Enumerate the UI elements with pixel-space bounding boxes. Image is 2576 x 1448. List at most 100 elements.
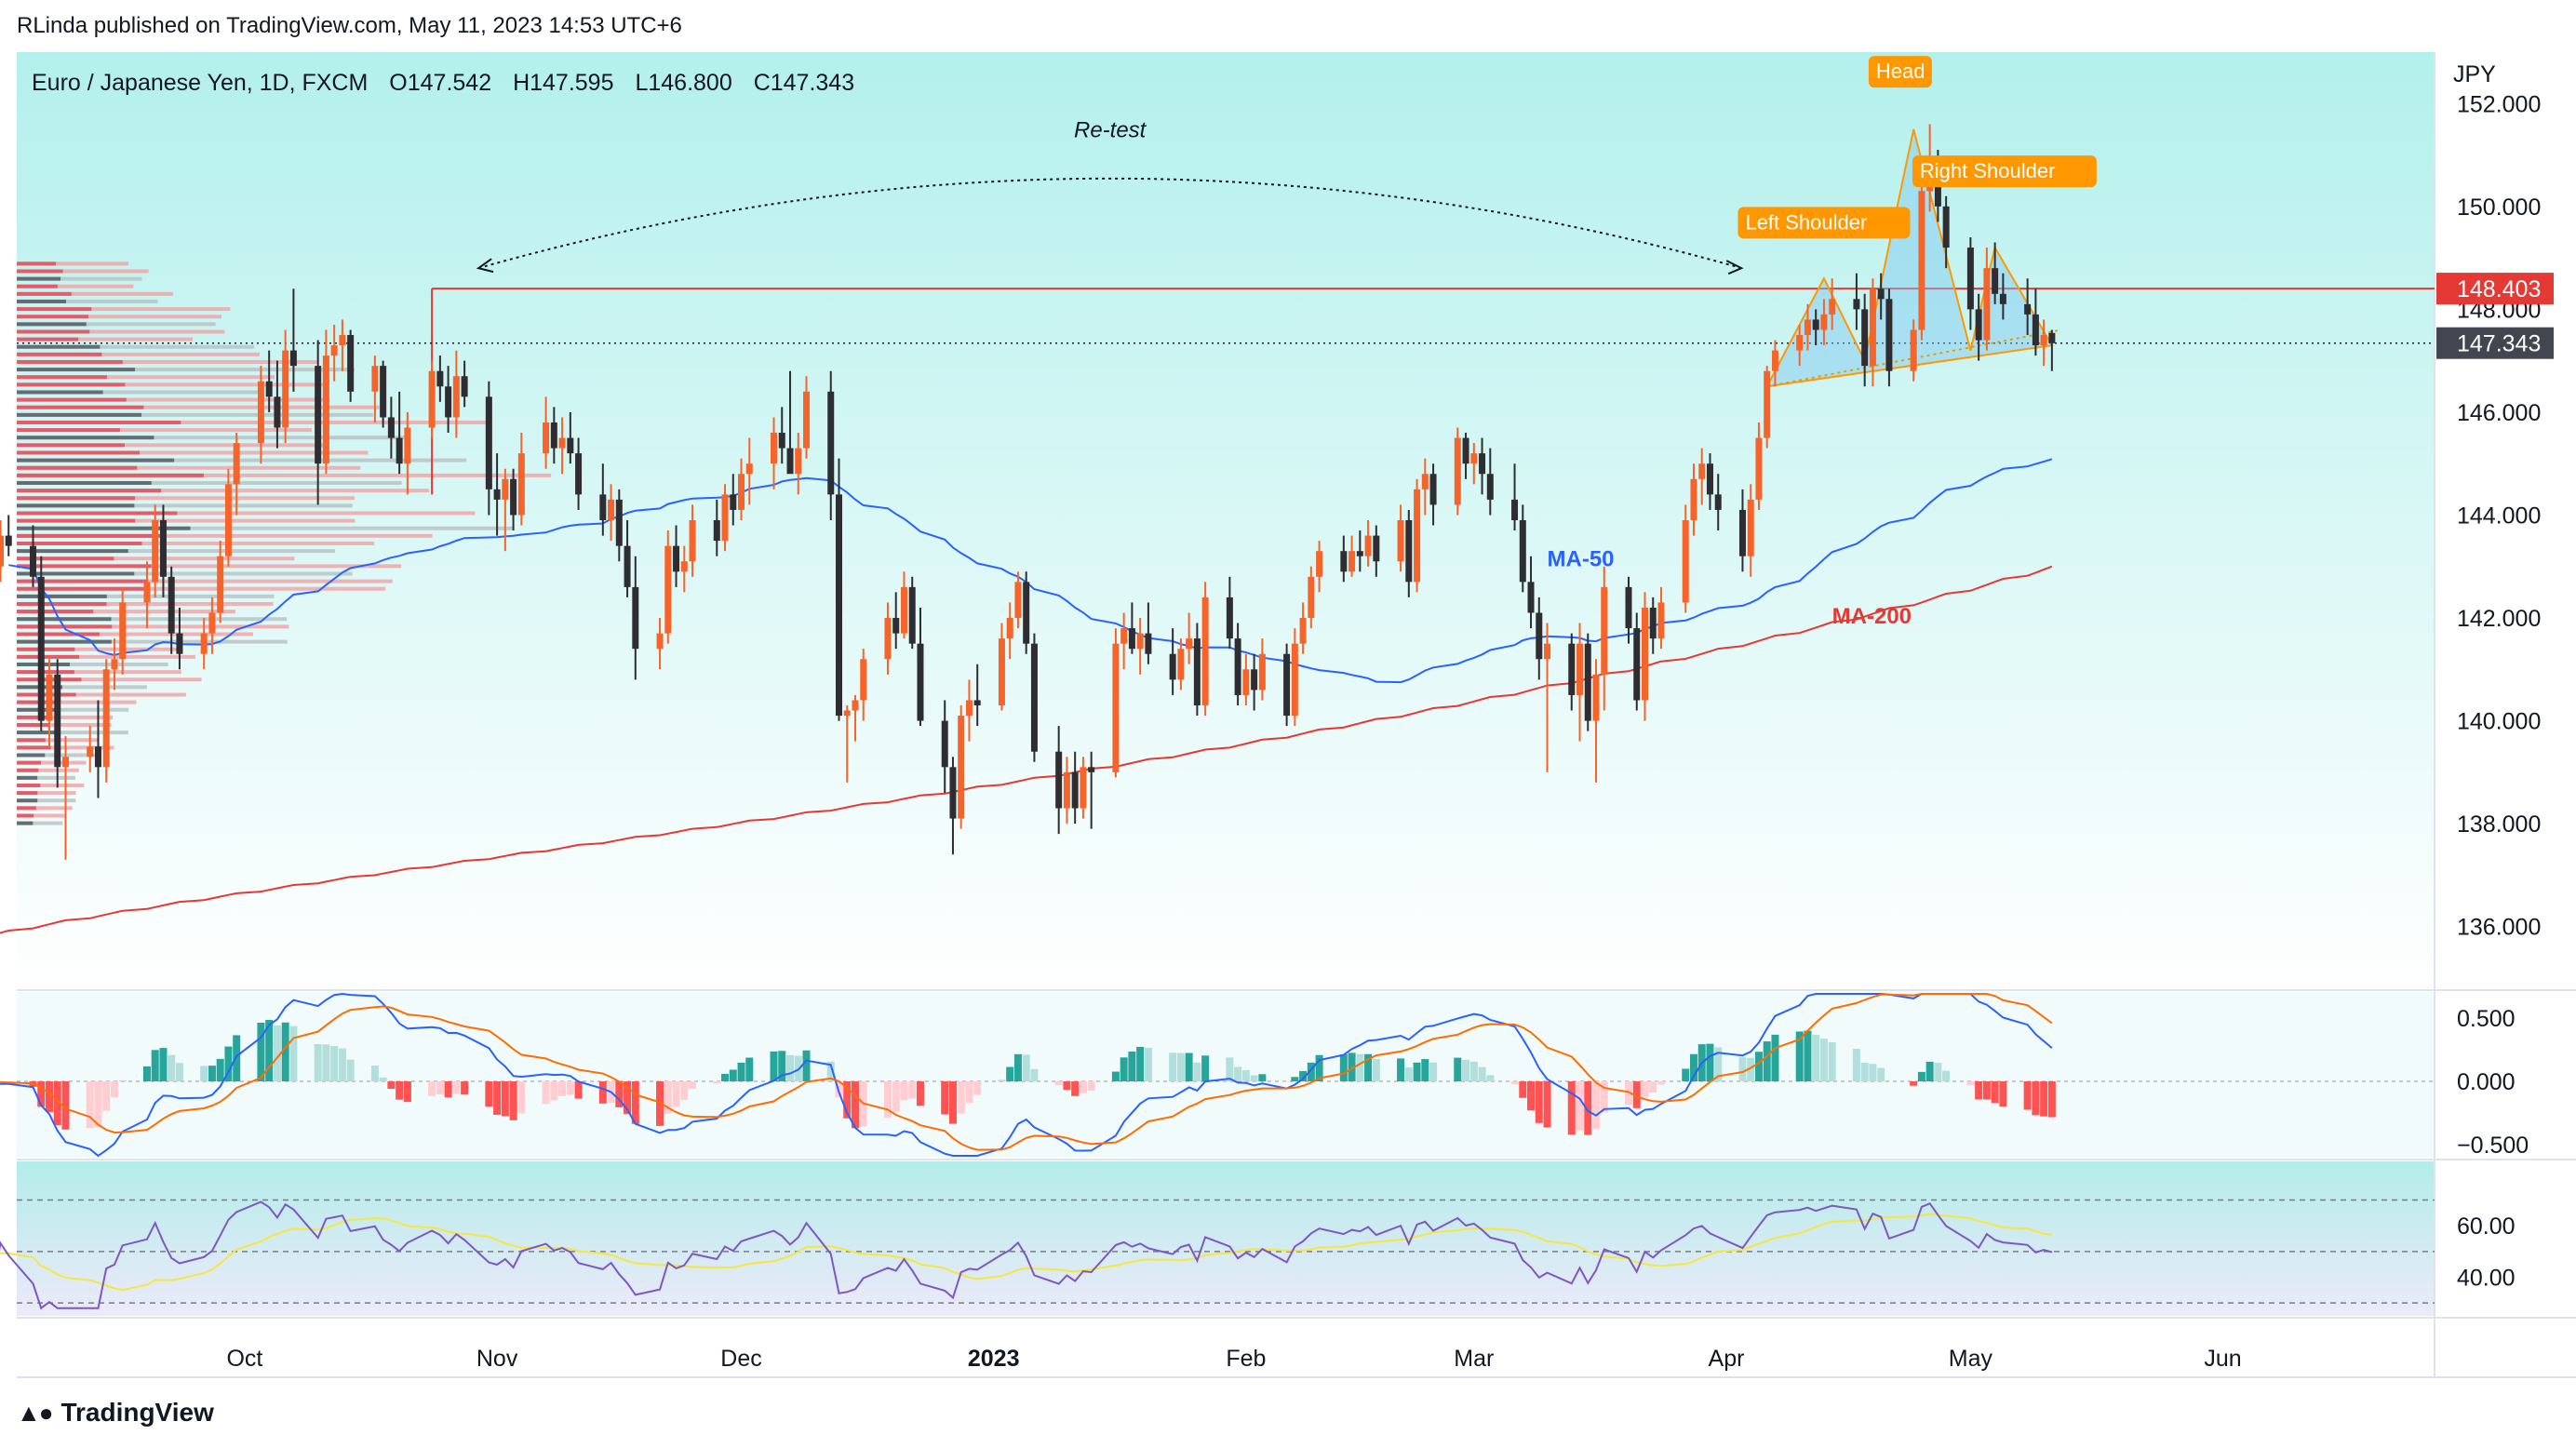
candle-body — [599, 494, 607, 520]
volume-profile-bar — [17, 670, 181, 675]
candle-body — [730, 494, 737, 510]
candle-body — [380, 366, 387, 418]
volume-profile-bar — [17, 329, 225, 334]
macd-histogram-bar — [729, 1069, 737, 1081]
candle-body — [1519, 520, 1526, 583]
volume-profile-bar-core — [17, 420, 181, 424]
macd-histogram-bar — [86, 1081, 94, 1129]
candle-body — [1625, 586, 1632, 629]
macd-histogram-bar — [624, 1081, 632, 1114]
candle-body — [2024, 303, 2032, 315]
candle-body — [1348, 551, 1356, 572]
tradingview-brand-text: TradingView — [60, 1398, 214, 1427]
candle-body — [1071, 771, 1079, 809]
macd-histogram-bar — [1869, 1064, 1877, 1081]
candle-body — [168, 576, 175, 634]
candle-body — [1975, 309, 1982, 341]
candle-body — [1112, 643, 1120, 772]
candle-body — [1536, 612, 1543, 660]
legend-close-label: C — [754, 70, 771, 96]
volume-profile-bar — [17, 533, 433, 538]
tradingview-brand[interactable]: ▲● TradingView — [17, 1398, 214, 1428]
macd-pane: 0.500 0.000 −0.500 — [0, 992, 2529, 1159]
volume-profile-bar — [17, 436, 409, 440]
candle-body — [265, 381, 273, 397]
candle-body — [1641, 607, 1648, 701]
macd-histogram-bar — [1226, 1057, 1234, 1081]
legend-low: 146.800 — [648, 70, 731, 96]
macd-line — [0, 992, 2053, 1158]
candle-body — [1747, 499, 1754, 556]
candle-body — [1193, 638, 1201, 705]
chart[interactable]: Euro / Japanese Yen, 1D, FXCM O147.542 H… — [0, 0, 2576, 1396]
macd-histogram-bar — [550, 1081, 558, 1101]
candle-body — [387, 417, 395, 438]
candle-body — [738, 474, 745, 510]
volume-profile-bar-core — [17, 359, 123, 364]
macd-tick-label: 0.500 — [2457, 1006, 2516, 1032]
candle-body — [1201, 597, 1209, 705]
macd-histogram-bar — [1454, 1057, 1462, 1081]
legend-low-label: L — [635, 70, 648, 96]
macd-histogram-bar — [1071, 1081, 1080, 1096]
publisher-line: RLinda published on TradingView.com, May… — [17, 13, 682, 38]
volume-profile-bar — [17, 428, 312, 433]
macd-histogram-bar — [1714, 1047, 1723, 1081]
candle-body — [282, 350, 289, 428]
volume-profile-bar-core — [17, 269, 63, 274]
volume-profile-bar — [17, 798, 76, 803]
macd-histogram-bar — [1144, 1047, 1152, 1081]
candle-body — [315, 366, 322, 464]
candle-body — [941, 720, 948, 768]
candle-body — [322, 355, 329, 464]
macd-histogram-bar — [1812, 1035, 1820, 1081]
macd-histogram-bar — [1241, 1070, 1250, 1081]
macd-histogram-bar — [1584, 1081, 1592, 1135]
volume-profile-bar-core — [17, 556, 114, 561]
candle-body — [1486, 474, 1494, 500]
volume-profile-bar-core — [17, 738, 46, 743]
candle-body — [908, 586, 916, 644]
volume-profile-bar-core — [17, 375, 107, 380]
candle-body — [1340, 551, 1348, 572]
volume-profile-bar — [17, 450, 369, 455]
candle-body — [233, 443, 240, 485]
macd-histogram-bar — [509, 1081, 517, 1120]
volume-profile-bar-core — [17, 594, 107, 598]
candle-body — [771, 433, 778, 464]
candle-body — [543, 422, 550, 454]
volume-profile-bar — [17, 352, 261, 356]
rsi-pane-background — [17, 1161, 2435, 1316]
candle-body — [152, 520, 159, 583]
volume-profile-bar-core — [17, 307, 92, 312]
candle-body — [452, 376, 460, 418]
volume-profile-bar-core — [17, 715, 51, 719]
candle-body — [274, 396, 281, 428]
macd-histogram-bar — [1877, 1067, 1885, 1081]
volume-profile-bar — [17, 617, 288, 622]
candle-body — [493, 489, 501, 500]
macd-histogram-bar — [656, 1081, 664, 1126]
candle-body — [1462, 437, 1469, 464]
candle-body — [632, 586, 639, 650]
candle-body — [567, 437, 574, 454]
volume-profile-bar-core — [17, 813, 34, 818]
head-label-box — [1868, 56, 1932, 88]
macd-histogram-bar — [1600, 1081, 1608, 1113]
macd-histogram-bar — [1625, 1081, 1632, 1106]
volume-profile-bar-core — [17, 329, 90, 334]
candle-body — [1633, 628, 1641, 701]
price-tick-label: 152.000 — [2457, 91, 2541, 117]
candle-body — [87, 746, 94, 758]
volume-profile-bar — [17, 662, 168, 666]
macd-histogram-bar — [786, 1054, 795, 1081]
time-tick-label: 2023 — [968, 1346, 1020, 1372]
macd-histogram-bar — [436, 1081, 444, 1095]
candle-body — [884, 618, 892, 660]
volume-profile-bar — [17, 813, 66, 818]
re-test-arc — [477, 177, 1742, 270]
macd-histogram-bar — [1372, 1059, 1380, 1081]
ma-200-path — [0, 565, 2053, 934]
volume-profile-bar — [17, 496, 355, 501]
macd-histogram-bar — [257, 1022, 265, 1081]
